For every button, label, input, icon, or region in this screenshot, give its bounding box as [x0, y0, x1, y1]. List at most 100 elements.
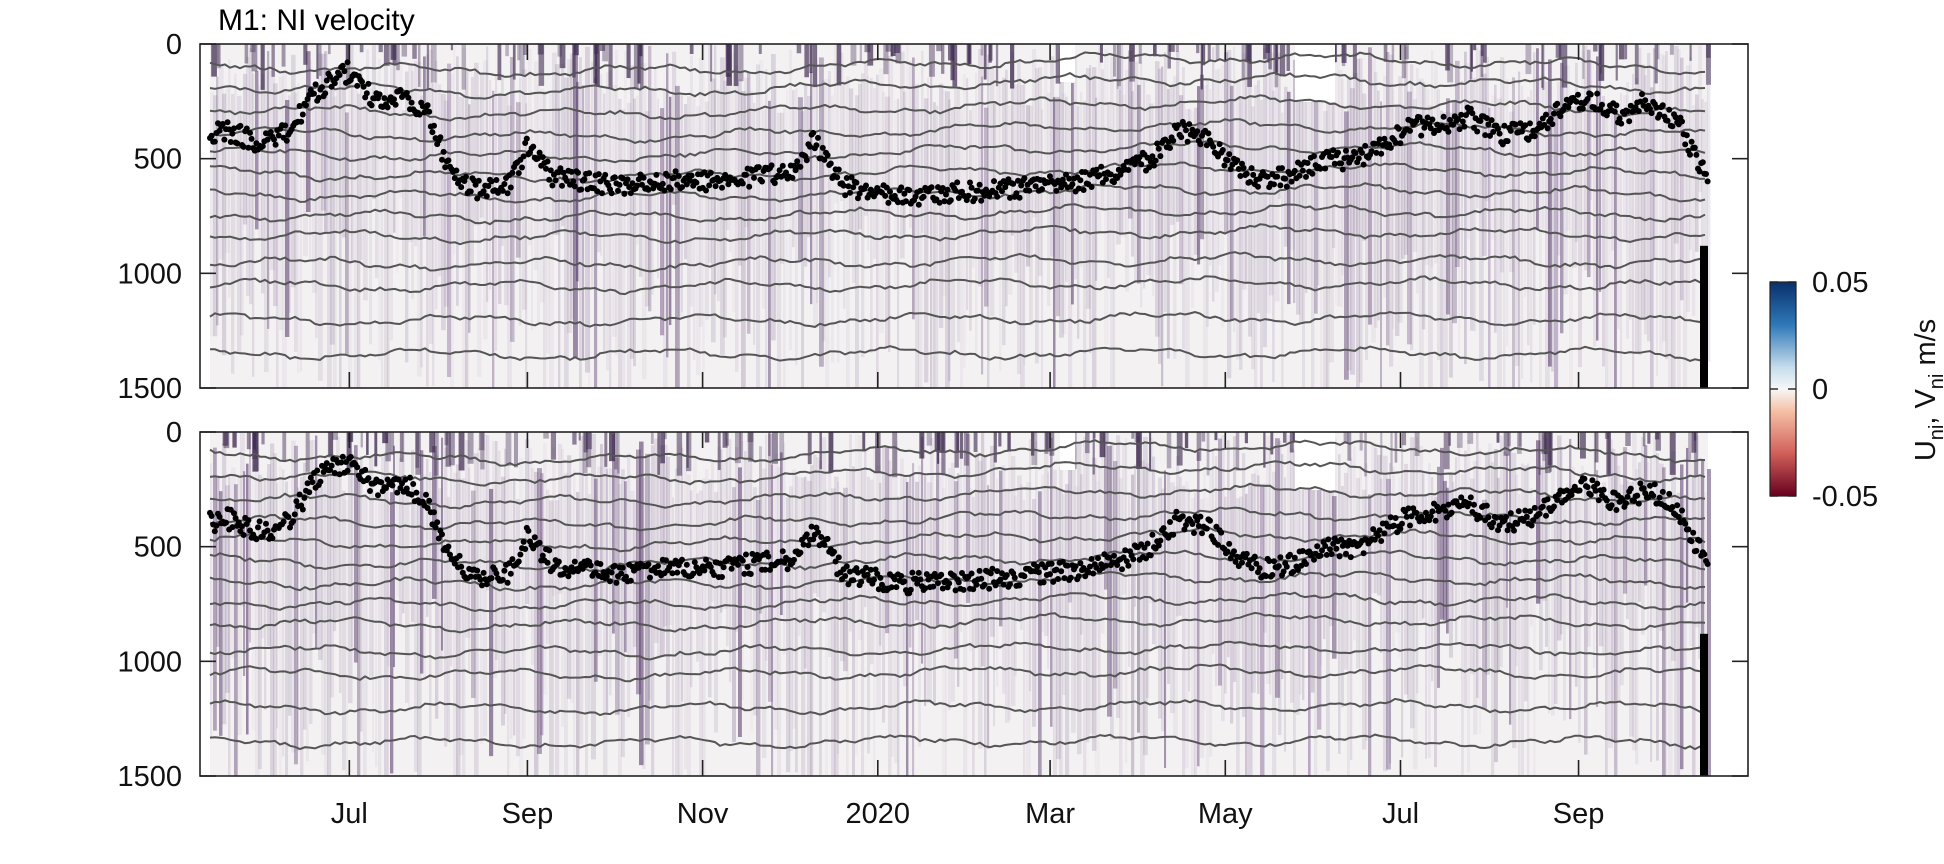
field-streak [516, 102, 521, 258]
mld-point [1362, 142, 1369, 149]
field-streak [363, 96, 368, 301]
field-streak [312, 439, 317, 634]
mld-point [365, 80, 372, 87]
mld-point [1256, 565, 1263, 572]
surface-streak [892, 432, 898, 478]
mld-point [779, 162, 786, 169]
isopycnal-line [209, 697, 1706, 717]
mld-point [1626, 118, 1633, 125]
field-streak [285, 481, 289, 776]
surface-streak [316, 44, 319, 79]
field-streak [471, 76, 474, 267]
mld-point [522, 546, 529, 552]
field-streak [1041, 474, 1045, 633]
field-streak [1128, 50, 1133, 219]
surface-streak [1343, 432, 1349, 443]
field-streak [882, 92, 886, 266]
field-streak [1644, 445, 1648, 586]
mld-point [1106, 554, 1113, 561]
field-streak [1281, 112, 1284, 388]
mld-point [1197, 513, 1204, 520]
field-streak [810, 72, 813, 305]
mld-point [1589, 477, 1596, 484]
field-streak [1434, 62, 1438, 264]
field-streak [660, 108, 665, 336]
field-streak [1473, 77, 1476, 332]
field-streak [1323, 467, 1326, 640]
field-streak [966, 433, 971, 603]
surface-streak [637, 44, 641, 84]
mld-point [1291, 554, 1298, 561]
field-streak [1533, 496, 1536, 776]
isopycnal-line [209, 527, 1706, 553]
surface-streak [1447, 44, 1454, 83]
isopycnal-line [209, 591, 1706, 613]
field-streak [1032, 49, 1037, 218]
field-streak [360, 456, 363, 732]
field-streak [726, 438, 729, 647]
mld-point [1360, 550, 1367, 557]
mld-point [1165, 138, 1172, 145]
field-streak [1035, 68, 1039, 364]
mld-point [853, 179, 860, 186]
mld-point [1053, 187, 1060, 194]
field-streak [411, 450, 415, 622]
mld-point [1243, 170, 1250, 177]
field-streak [672, 497, 675, 776]
field-streak [267, 464, 271, 647]
field-streak [903, 91, 906, 235]
field-streak [906, 44, 910, 199]
mld-point [1536, 510, 1543, 517]
mld-point [520, 153, 527, 160]
field-streak [834, 476, 839, 776]
field-streak [291, 54, 296, 288]
field-streak [1596, 56, 1599, 341]
mld-point [739, 557, 746, 564]
field-streak [588, 493, 591, 714]
field-streak [1224, 496, 1227, 694]
field-streak [522, 69, 527, 310]
mld-point [1075, 573, 1082, 580]
field-streak [540, 473, 544, 736]
mld-point [1627, 102, 1634, 109]
field-streak [1605, 103, 1609, 388]
field-streak [1119, 44, 1124, 236]
field-streak [1524, 99, 1527, 297]
mld-point [847, 189, 853, 196]
field-streak [1209, 88, 1212, 266]
mld-point [840, 182, 847, 189]
field-streak [333, 456, 337, 632]
field-streak [633, 98, 636, 367]
field-streak [1557, 435, 1562, 641]
surface-streak [260, 44, 265, 90]
field-streak [261, 477, 265, 639]
field-streak [714, 492, 719, 733]
mld-point [1490, 519, 1497, 526]
isopycnal-line [209, 161, 1706, 184]
data-gap [1295, 432, 1335, 490]
field-streak [396, 47, 399, 273]
field-streak [783, 107, 786, 388]
mld-point [1059, 176, 1066, 183]
mld-point [603, 573, 610, 580]
field-streak [549, 91, 554, 388]
surface-streak [1166, 432, 1172, 469]
field-streak [669, 96, 672, 326]
field-streak [1497, 98, 1502, 388]
y-tick-label: 0 [166, 417, 182, 449]
field-streak [1248, 485, 1253, 776]
mld-point [555, 558, 562, 565]
mld-point [559, 182, 565, 189]
mld-point [595, 171, 602, 178]
field-streak [891, 52, 894, 214]
field-streak [387, 93, 390, 388]
field-streak [1236, 498, 1240, 776]
mld-point [323, 460, 330, 467]
field-streak [1116, 435, 1121, 718]
surface-streak [600, 44, 606, 51]
mld-point [539, 154, 546, 161]
mld-point [231, 125, 237, 132]
mld-point [221, 136, 228, 143]
field-streak [1182, 485, 1186, 776]
mld-point [634, 182, 641, 189]
